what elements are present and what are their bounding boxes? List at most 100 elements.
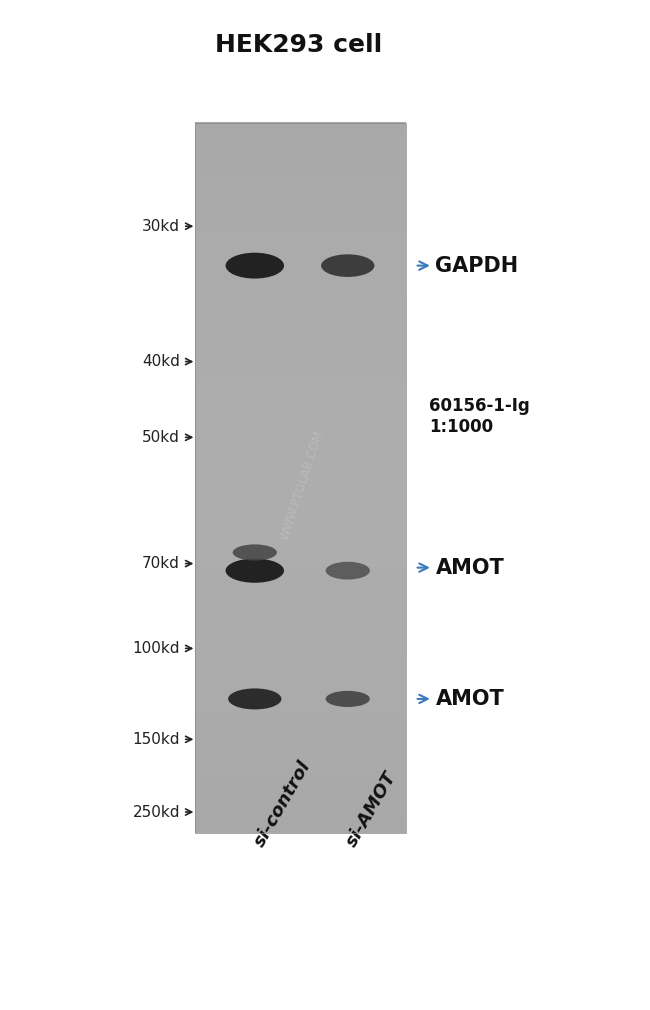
Bar <box>195 167 406 177</box>
Bar <box>195 176 406 186</box>
Bar <box>195 797 406 807</box>
Text: 40kd: 40kd <box>142 355 192 369</box>
Bar <box>195 371 406 381</box>
Bar <box>195 424 406 434</box>
Bar <box>195 654 406 665</box>
Bar <box>195 726 406 735</box>
Bar <box>195 682 406 691</box>
Bar <box>195 415 406 425</box>
Bar <box>195 699 406 709</box>
Bar <box>195 513 406 522</box>
Bar <box>195 806 406 815</box>
Bar <box>195 734 406 744</box>
Bar <box>195 762 406 771</box>
Bar <box>195 397 406 407</box>
Text: 100kd: 100kd <box>133 641 192 655</box>
Bar <box>195 566 406 576</box>
Ellipse shape <box>228 689 281 709</box>
Bar <box>195 220 406 229</box>
Bar <box>195 237 406 247</box>
Bar <box>195 193 406 203</box>
Bar <box>195 645 406 655</box>
Bar <box>195 335 406 345</box>
Bar <box>195 228 406 238</box>
Bar <box>195 326 406 336</box>
Text: 150kd: 150kd <box>133 732 192 746</box>
Ellipse shape <box>321 255 374 277</box>
Bar <box>195 558 406 567</box>
Bar <box>195 521 406 531</box>
Text: 60156-1-Ig
1:1000: 60156-1-Ig 1:1000 <box>429 397 530 435</box>
Bar <box>195 211 406 221</box>
Bar <box>195 300 406 310</box>
Bar <box>195 823 406 833</box>
Ellipse shape <box>226 559 284 583</box>
Text: AMOT: AMOT <box>417 558 504 578</box>
Bar <box>195 593 406 603</box>
Bar <box>195 548 406 559</box>
Bar <box>195 779 406 789</box>
Bar <box>195 131 406 141</box>
Bar <box>195 752 406 763</box>
Bar <box>195 362 406 372</box>
Bar <box>195 148 406 159</box>
Bar <box>195 123 406 833</box>
Bar <box>195 450 406 461</box>
Bar <box>195 814 406 824</box>
Bar <box>195 273 406 283</box>
Bar <box>195 291 406 301</box>
Text: 50kd: 50kd <box>142 430 192 444</box>
Bar <box>195 202 406 212</box>
Text: HEK293 cell: HEK293 cell <box>215 33 383 58</box>
Bar <box>195 504 406 514</box>
Bar <box>195 664 406 674</box>
Bar <box>195 717 406 727</box>
Bar <box>195 539 406 549</box>
Bar <box>195 469 406 479</box>
Bar <box>195 122 406 132</box>
Bar <box>195 619 406 629</box>
Bar <box>195 495 406 505</box>
Bar <box>195 788 406 798</box>
Bar <box>195 246 406 257</box>
Bar <box>195 265 406 274</box>
Bar <box>195 743 406 753</box>
Bar <box>195 389 406 398</box>
Bar <box>195 282 406 292</box>
Bar <box>195 530 406 540</box>
Bar <box>195 256 406 266</box>
Bar <box>195 770 406 780</box>
Ellipse shape <box>326 562 370 580</box>
Text: AMOT: AMOT <box>417 689 504 709</box>
Bar <box>195 380 406 390</box>
Text: GAPDH: GAPDH <box>417 256 519 276</box>
Bar <box>195 433 406 442</box>
Bar <box>195 610 406 620</box>
Ellipse shape <box>226 252 284 279</box>
Bar <box>195 344 406 354</box>
Bar <box>195 628 406 638</box>
Ellipse shape <box>233 544 277 561</box>
Bar <box>195 158 406 168</box>
Bar <box>195 673 406 683</box>
Bar <box>195 584 406 594</box>
Text: 250kd: 250kd <box>133 805 192 819</box>
Bar <box>195 317 406 327</box>
Bar <box>195 460 406 470</box>
Bar <box>195 486 406 496</box>
Text: 30kd: 30kd <box>142 219 192 233</box>
Bar <box>195 478 406 487</box>
Ellipse shape <box>326 691 370 707</box>
Bar <box>195 708 406 718</box>
Bar <box>195 352 406 363</box>
Bar <box>195 637 406 646</box>
Bar <box>195 441 406 451</box>
Bar <box>195 575 406 585</box>
Bar <box>195 406 406 416</box>
Text: 70kd: 70kd <box>142 557 192 571</box>
Text: WWW.PTGLAB.COM: WWW.PTGLAB.COM <box>278 428 326 541</box>
Bar <box>195 690 406 700</box>
Text: si-AMOT: si-AMOT <box>343 769 400 850</box>
Bar <box>195 140 406 149</box>
Bar <box>195 309 406 318</box>
